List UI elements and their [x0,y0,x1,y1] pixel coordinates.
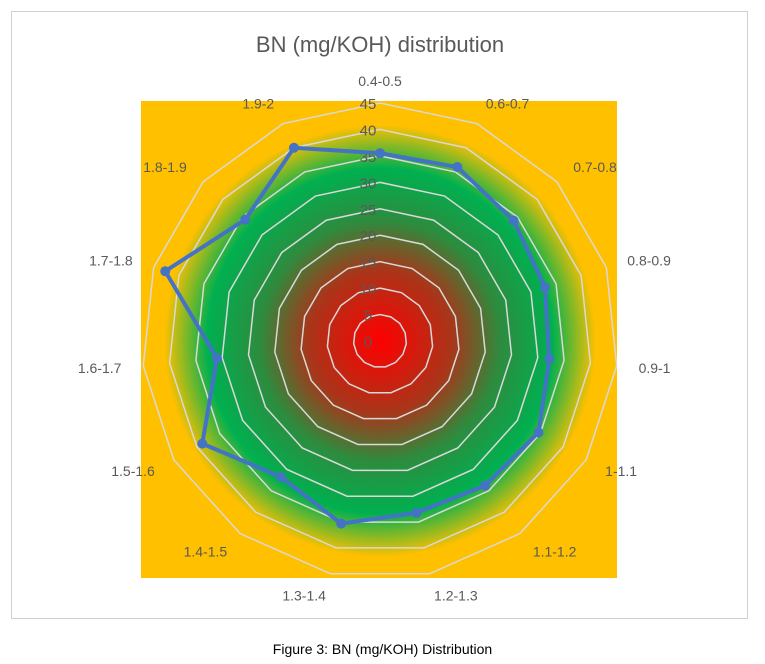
data-point [375,148,385,159]
category-label: 0.6-0.7 [486,95,530,111]
grid-ring [326,287,434,394]
tick-label: 40 [360,122,377,139]
data-point [288,142,299,153]
tick-label: 30 [360,175,377,192]
category-label: 0.4-0.5 [358,73,402,89]
data-point [452,162,463,173]
category-label: 1.8-1.9 [143,159,187,175]
grid-ring [300,260,460,420]
category-label: 1.1-1.2 [533,543,577,559]
category-label: 1.5-1.6 [111,463,155,479]
category-label: 1-1.1 [605,463,637,479]
series-line [163,145,552,526]
tick-label: 45 [360,96,377,113]
grid-ring [274,234,486,446]
data-point [480,480,491,491]
tick-label: 15 [360,255,377,272]
data-point [539,282,550,293]
data-point [508,215,519,226]
category-label: 1.4-1.5 [184,543,228,559]
tick-label: 20 [360,228,377,245]
tick-label: 10 [360,281,377,298]
data-point [336,518,347,529]
data-point [544,353,555,364]
category-label: 0.8-0.9 [627,253,671,269]
category-label: 0.9-1 [639,360,671,376]
plot-area-background [141,101,617,578]
data-point [160,266,171,277]
grid-ring [352,313,408,368]
grid-ring [221,181,539,497]
category-label: 1.2-1.3 [434,587,478,603]
data-point [240,214,251,225]
category-label: 0.7-0.8 [573,159,617,175]
category-label: 1.7-1.8 [89,253,133,269]
data-point [211,353,222,364]
grid-ring [168,128,592,549]
category-label: 1.3-1.4 [282,587,326,603]
tick-label: 5 [364,308,372,325]
data-point [276,472,287,483]
chart-title: BN (mg/KOH) distribution [256,32,504,57]
data-point [197,438,208,449]
figure-caption: Figure 3: BN (mg/KOH) Distribution [272,641,493,657]
tick-label: 25 [360,202,377,219]
category-label: 1.9-2 [242,95,274,111]
category-label: 1.6-1.7 [78,360,122,376]
grid-ring [195,155,565,523]
grid-ring [247,208,513,472]
data-point [411,507,422,518]
tick-label: 0 [364,334,372,351]
data-point [533,427,544,438]
grid-ring [142,102,618,575]
